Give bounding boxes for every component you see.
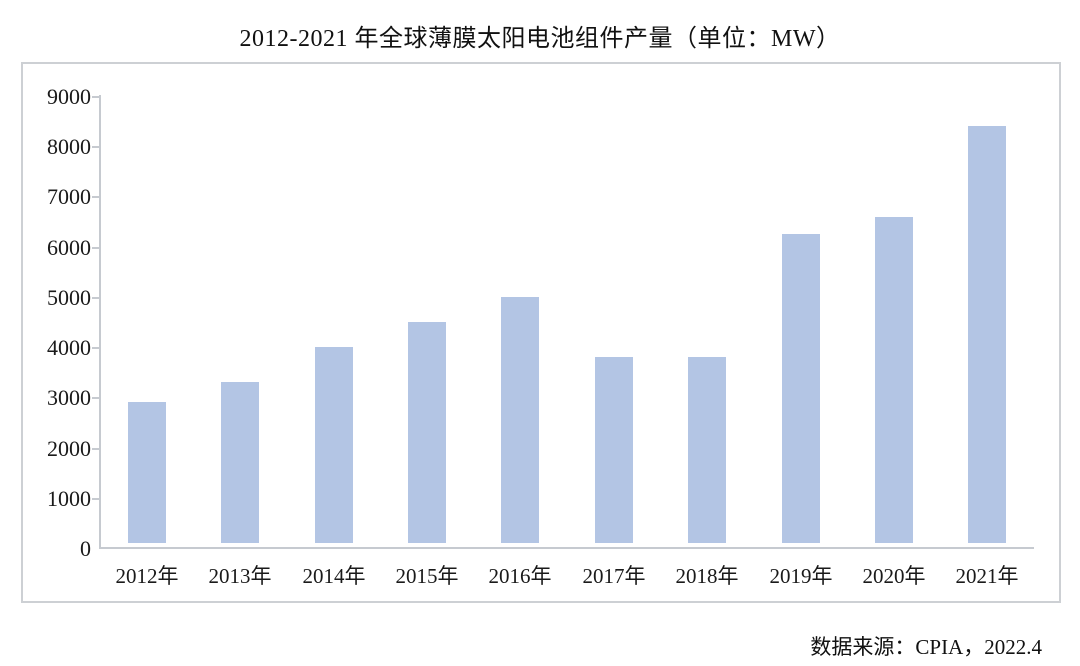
y-axis-label: 2000 [47, 435, 91, 461]
y-axis-tick [92, 347, 99, 350]
x-axis-label: 2012年 [115, 564, 179, 588]
x-axis-label: 2015年 [395, 564, 459, 588]
x-axis-label: 2018年 [675, 564, 739, 588]
plot-area: 0 1000 2000 3000 4000 5000 6000 7000 8000 9000 201… [21, 62, 1061, 603]
y-axis-tick [92, 397, 99, 400]
y-axis-tick [92, 296, 99, 299]
y-axis-tick [92, 246, 99, 249]
y-axis-tick [92, 146, 99, 149]
y-axis-line [99, 95, 101, 549]
bar-2015 [408, 322, 446, 543]
source-note: 数据来源：CPIA，2022.4 [810, 635, 1042, 659]
x-axis-label: 2014年 [302, 564, 366, 588]
x-axis-label: 2020年 [862, 564, 926, 588]
y-axis-tick [92, 447, 99, 450]
bar-2018 [688, 357, 726, 543]
y-axis-label: 0 [80, 536, 91, 561]
y-axis-label: 3000 [47, 385, 91, 411]
bar-2016 [501, 297, 539, 543]
y-axis-tick [92, 196, 99, 199]
y-axis-tick [92, 96, 99, 98]
bar-2014 [315, 347, 353, 543]
x-axis-label: 2017年 [582, 564, 646, 588]
y-axis-label: 9000 [47, 84, 91, 109]
x-axis-label: 2016年 [488, 564, 552, 588]
y-axis-label: 6000 [47, 234, 91, 260]
y-axis-label: 1000 [47, 485, 91, 511]
y-axis-label: 7000 [47, 184, 91, 210]
bar-2019 [782, 234, 820, 543]
bar-2021 [968, 126, 1006, 543]
bar-2020 [875, 217, 913, 543]
y-axis-label: 4000 [47, 335, 91, 361]
x-axis-label: 2013年 [208, 564, 272, 588]
x-axis-line [99, 547, 1034, 549]
y-axis-tick [92, 497, 99, 500]
bar-2017 [595, 357, 633, 543]
bar-2013 [221, 382, 259, 543]
x-axis-label: 2021年 [955, 564, 1019, 588]
chart-title: 2012-2021 年全球薄膜太阳电池组件产量（单位：MW） [239, 26, 841, 52]
y-axis-label: 8000 [47, 134, 91, 160]
bar-2012 [128, 402, 166, 543]
y-axis-label: 5000 [47, 284, 91, 310]
x-axis-label: 2019年 [769, 564, 833, 588]
